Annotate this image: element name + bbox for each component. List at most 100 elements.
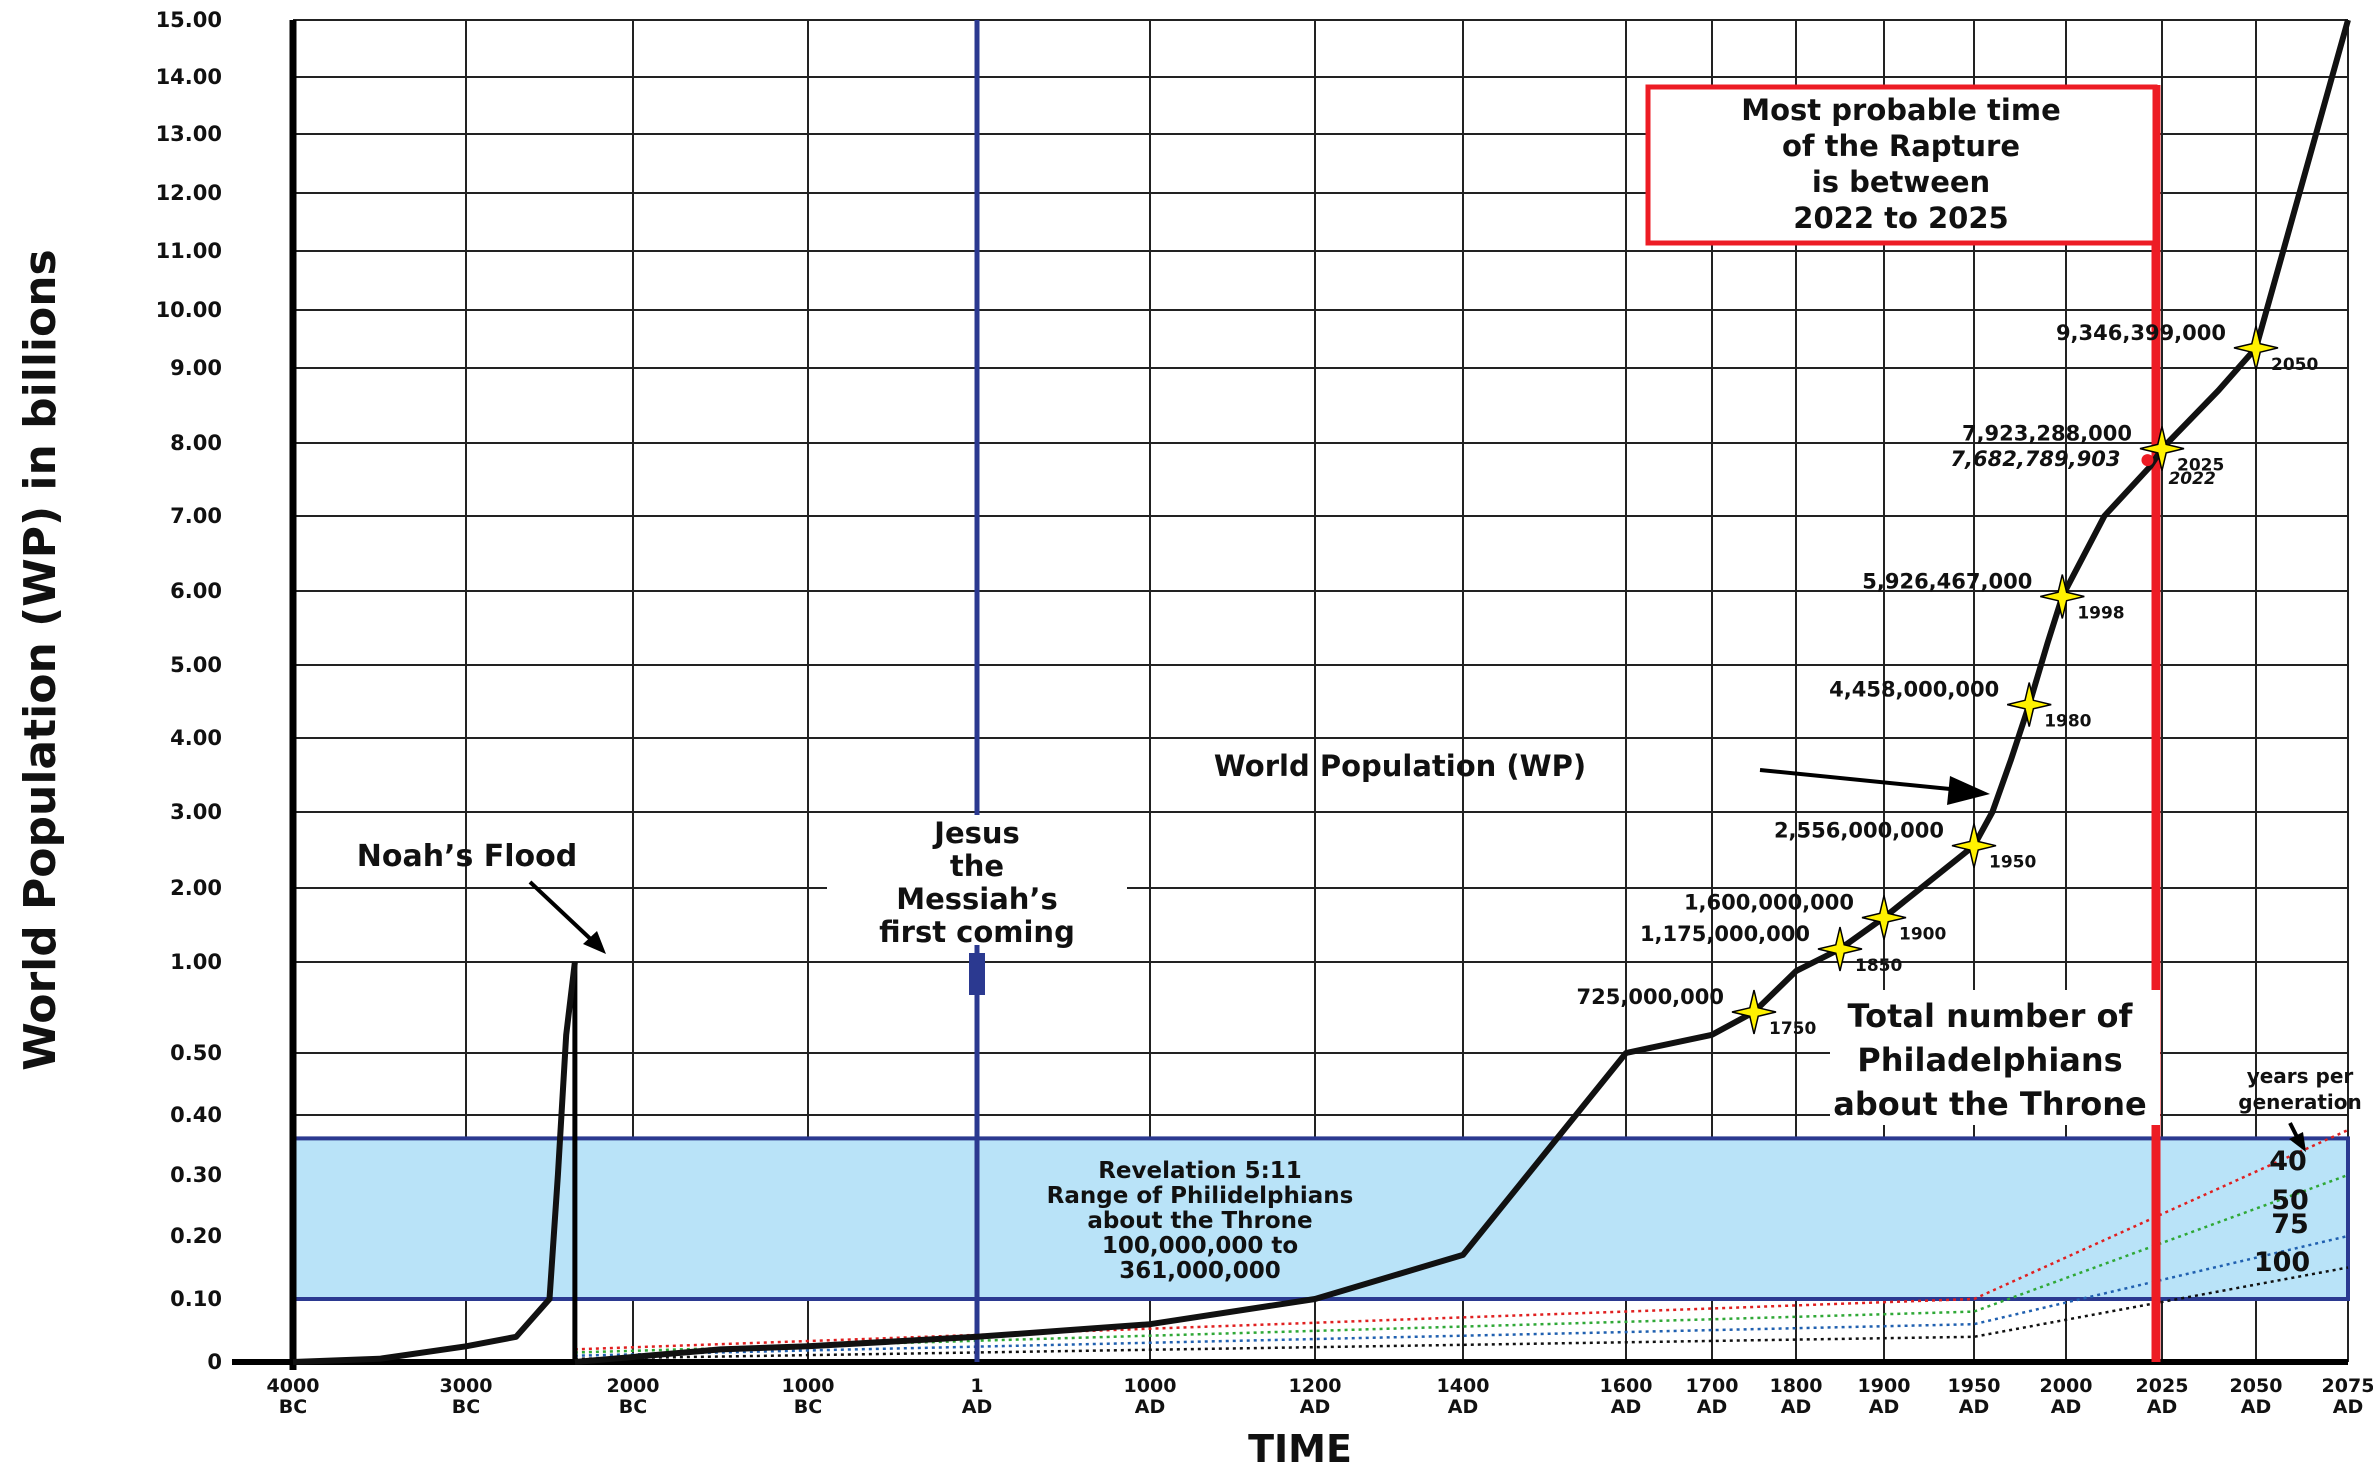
star-marker [1951, 823, 1997, 868]
wp-arrow [1759, 768, 1961, 792]
x-tick-sublabel: AD [1959, 1396, 1989, 1418]
point-2022-year-label: 2022 [2168, 469, 2215, 489]
x-tick-sublabel: AD [2241, 1396, 2271, 1418]
y-tick-label: 0.50 [170, 1041, 222, 1065]
point-value-label: 4,458,000,000 [1829, 678, 1999, 702]
x-tick-sublabel: AD [2333, 1396, 2363, 1418]
y-tick-label: 0.10 [170, 1287, 222, 1311]
band-label-line: 361,000,000 [1119, 1258, 1281, 1284]
y-tick-label: 9.00 [170, 356, 222, 380]
x-tick-label: 2075 [2322, 1375, 2373, 1397]
x-tick-label: 2000 [2040, 1375, 2093, 1397]
y-tick-label: 3.00 [170, 800, 222, 824]
jesus-label-line: Jesus [932, 816, 1020, 850]
years-per-generation-label: years per [2247, 1064, 2354, 1088]
x-tick-sublabel: AD [2147, 1396, 2177, 1418]
point-year-label: 2025 [2177, 456, 2224, 476]
rapture-text-line: 2022 to 2025 [1793, 201, 2008, 235]
x-tick-sublabel: BC [619, 1396, 647, 1418]
point-value-label: 2,556,000,000 [1774, 819, 1944, 843]
band-label-line: 100,000,000 to [1102, 1233, 1298, 1259]
y-tick-label: 13.00 [156, 122, 222, 146]
point-value-label: 725,000,000 [1577, 985, 1724, 1009]
point-year-label: 1980 [2044, 712, 2091, 732]
x-tick-sublabel: AD [1869, 1396, 1899, 1418]
point-year-label: 1850 [1855, 956, 1902, 976]
star-marker [1731, 989, 1777, 1035]
star-marker [2139, 426, 2185, 471]
x-tick-labels: 4000BC3000BC2000BC1000BC1AD1000AD1200AD1… [267, 1375, 2373, 1418]
generation-line-40 [574, 1128, 2349, 1351]
point-year-label: 1750 [1769, 1019, 1816, 1039]
rapture-text-line: Most probable time [1741, 93, 2060, 127]
star-marker [2040, 574, 2085, 619]
point-year-label: 1998 [2077, 603, 2124, 623]
x-tick-sublabel: AD [2051, 1396, 2081, 1418]
y-tick-label: 0 [207, 1350, 222, 1374]
y-tick-label: 7.00 [170, 504, 222, 528]
y-tick-label: 4.00 [170, 726, 222, 750]
reference-lines [572, 20, 2161, 1362]
x-tick-label: 4000 [267, 1375, 320, 1397]
x-tick-sublabel: AD [1448, 1396, 1478, 1418]
generation-label-75: 75 [2271, 1209, 2309, 1240]
x-tick-label: 1700 [1686, 1375, 1739, 1397]
band-label-line: Revelation 5:11 [1098, 1158, 1302, 1184]
x-axis-label: TIME [1248, 1427, 1352, 1467]
x-tick-label: 1200 [1289, 1375, 1342, 1397]
point-2022-dot [2141, 454, 2154, 467]
x-tick-label: 1900 [1858, 1375, 1911, 1397]
x-tick-label: 1400 [1437, 1375, 1490, 1397]
jesus-label-line: first coming [879, 915, 1075, 949]
y-tick-label: 0.30 [170, 1163, 222, 1187]
point-value-label: 7,923,288,000 [1962, 422, 2132, 446]
y-tick-label: 0.40 [170, 1103, 222, 1127]
x-tick-sublabel: BC [452, 1396, 480, 1418]
x-tick-label: 2050 [2230, 1375, 2283, 1397]
star-marker [2233, 325, 2279, 371]
x-tick-label: 1 [970, 1375, 983, 1397]
band-label-box [975, 1150, 1430, 1295]
jesus-label-box [827, 815, 1127, 945]
point-year-label: 2050 [2271, 355, 2318, 375]
star-marker [2007, 682, 2052, 727]
y-tick-labels: 15.00 14.00 13.00 12.00 11.00 10.00 9.00 8.00 7.… [156, 8, 222, 1374]
wp-label: World Population (WP) [1214, 749, 1586, 783]
point-value-label: 9,346,399,000 [2056, 321, 2226, 345]
y-tick-label: 2.00 [170, 876, 222, 900]
jesus-label-line: the [950, 849, 1004, 883]
years-per-generation-label: generation [2238, 1090, 2361, 1114]
point-value-label: 1,600,000,000 [1684, 891, 1854, 915]
x-tick-label: 3000 [440, 1375, 493, 1397]
y-tick-label: 10.00 [156, 298, 222, 322]
y-tick-label: 1.00 [170, 950, 222, 974]
y-tick-label: 14.00 [156, 65, 222, 89]
flood-arrowhead [583, 931, 606, 954]
rapture-text-line: is between [1812, 165, 1990, 199]
total-label-line: about the Throne [1833, 1085, 2146, 1123]
jesus-label-line: Messiah’s [896, 882, 1057, 916]
band-label-line: about the Throne [1087, 1208, 1312, 1234]
point-2022-value-label: 7,682,789,903 [1950, 447, 2120, 471]
y-tick-label: 15.00 [156, 8, 222, 32]
flood-label: Noah’s Flood [357, 839, 578, 874]
point-value-label: 1,175,000,000 [1640, 922, 1810, 946]
point-year-label: 1900 [1899, 925, 1946, 945]
rapture-text-line: of the Rapture [1782, 129, 2020, 163]
star-marker [1861, 895, 1907, 940]
point-year-label: 1950 [1989, 853, 2036, 873]
y-tick-label: 11.00 [156, 239, 222, 263]
x-tick-label: 1000 [782, 1375, 835, 1397]
x-tick-sublabel: AD [962, 1396, 992, 1418]
total-label-box [1830, 990, 2160, 1125]
x-tick-label: 2025 [2136, 1375, 2189, 1397]
x-tick-label: 1000 [1124, 1375, 1177, 1397]
x-tick-sublabel: AD [1697, 1396, 1727, 1418]
point-value-label: 5,926,467,000 [1862, 569, 2032, 593]
y-tick-label: 5.00 [170, 653, 222, 677]
rapture-box [1645, 84, 2158, 246]
x-tick-sublabel: AD [1611, 1396, 1641, 1418]
wp-arrowhead [1947, 776, 1990, 805]
